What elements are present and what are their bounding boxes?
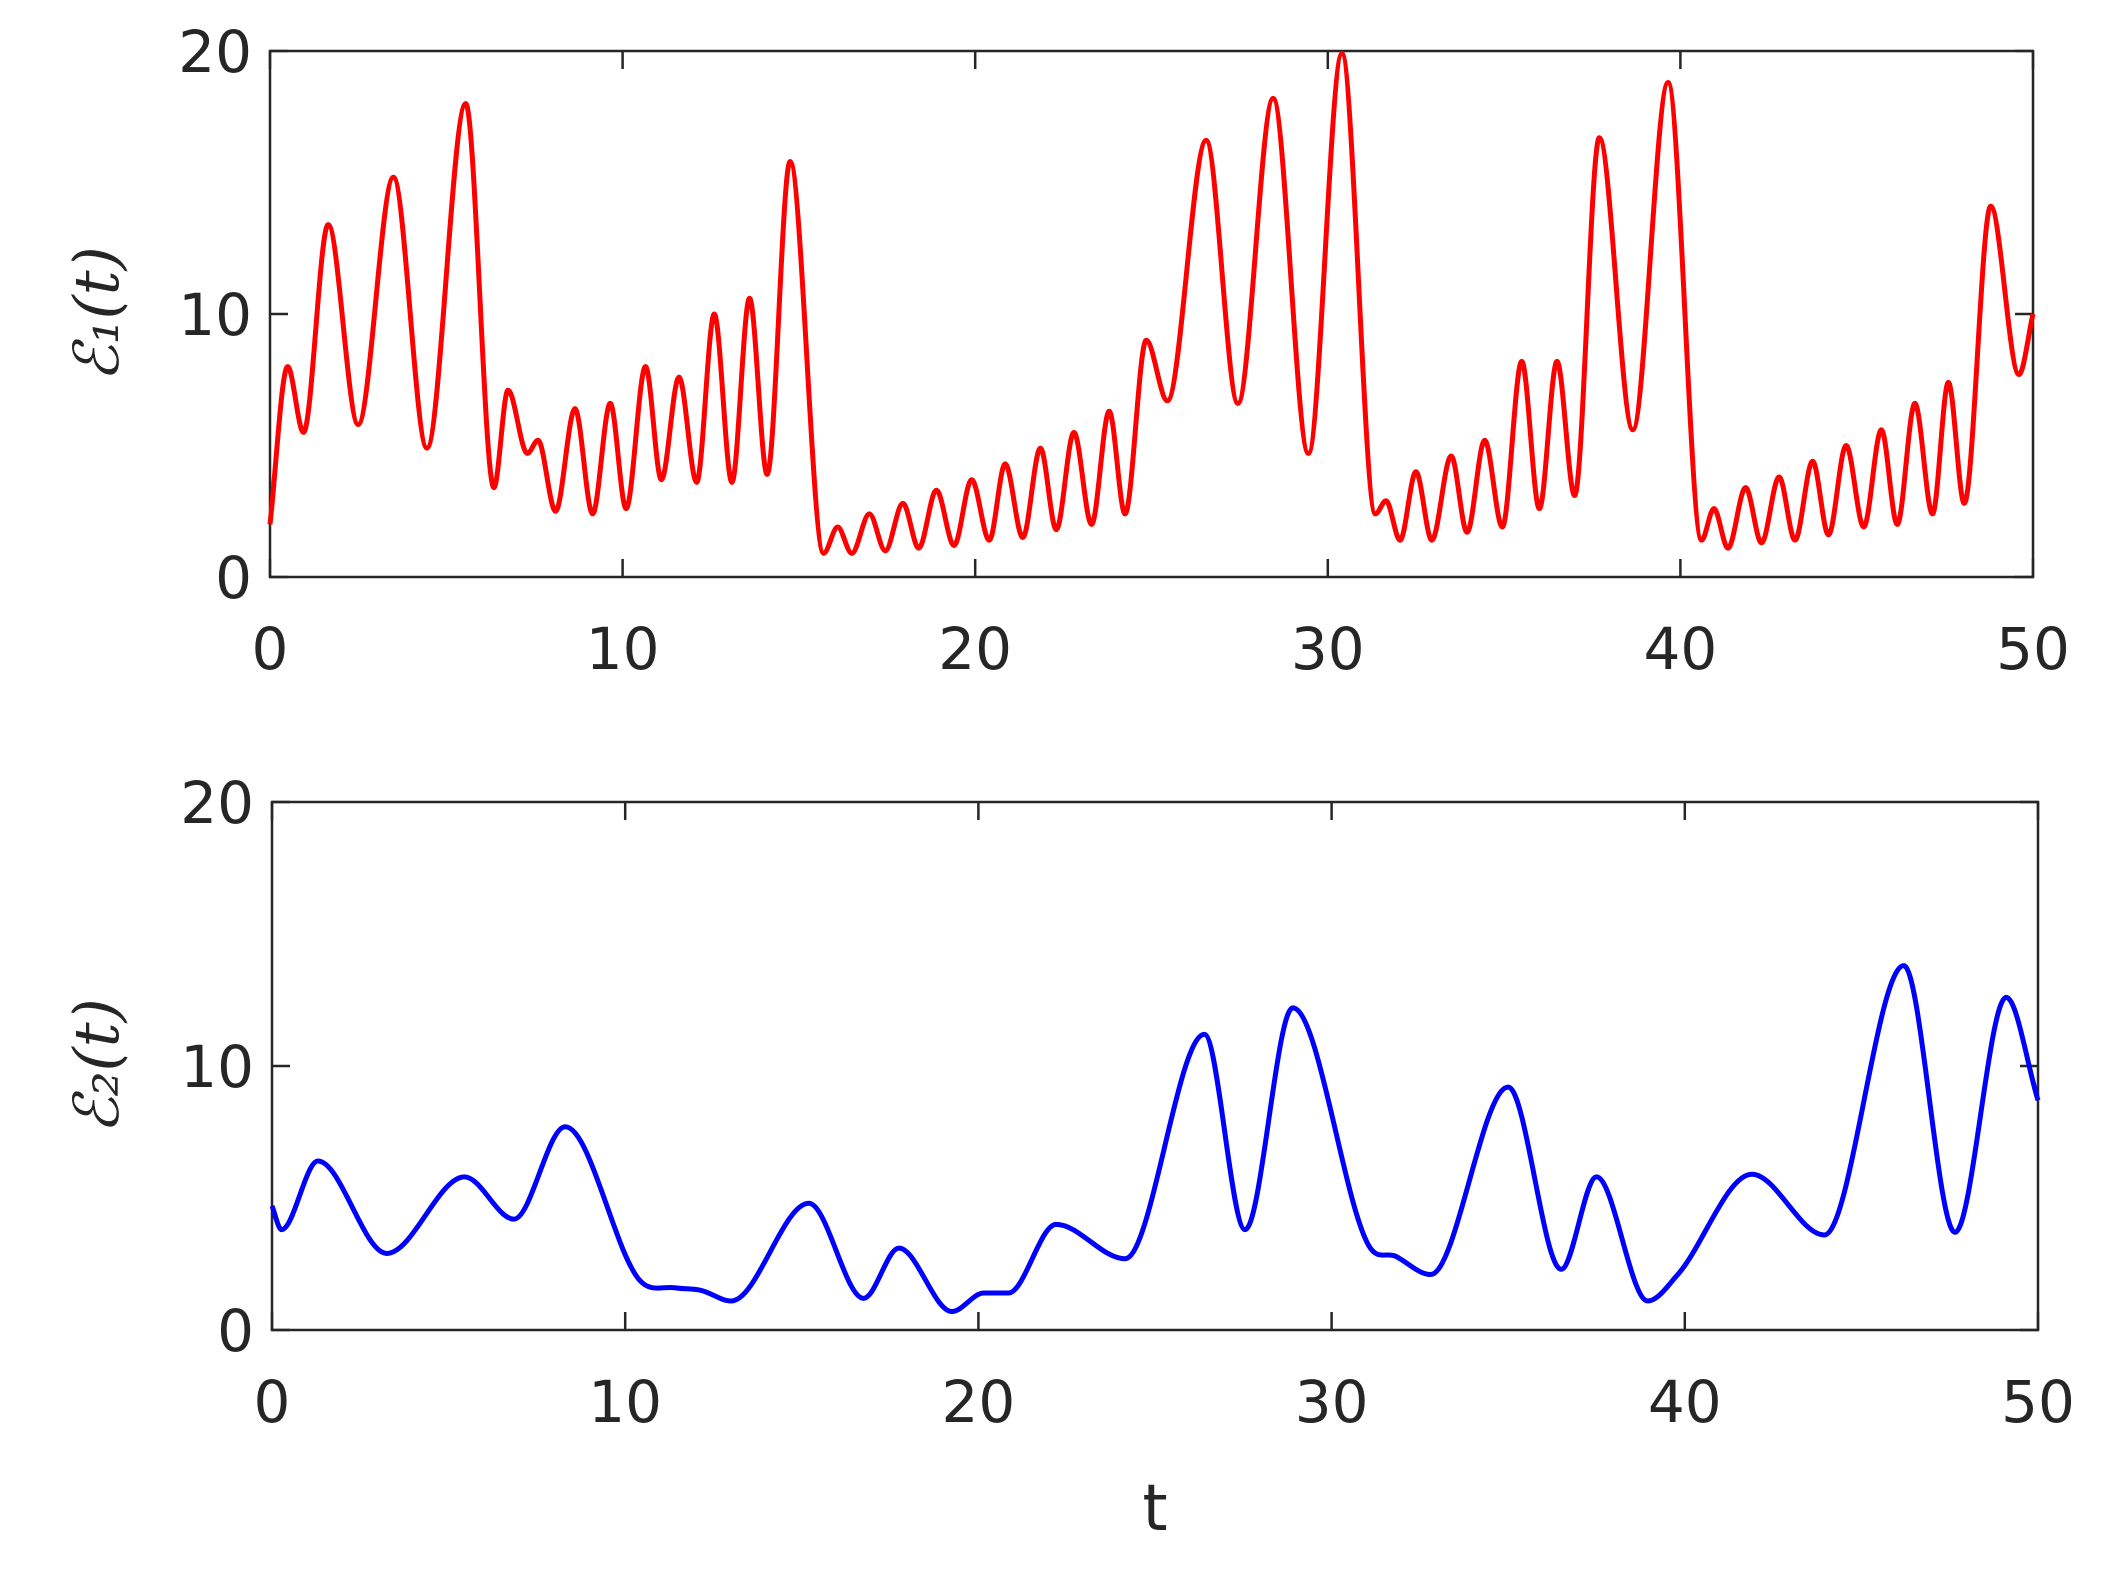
x-tick-label: 20 — [941, 1368, 1015, 1436]
y-tick-label: 0 — [217, 1297, 254, 1365]
x-tick-label: 30 — [1295, 1368, 1369, 1436]
y-axis-label: ℰ₁(t) — [60, 246, 133, 382]
x-tick-label: 50 — [2001, 1368, 2075, 1436]
y-axis-label: ℰ₂(t) — [60, 998, 133, 1134]
axes-background — [270, 51, 2033, 577]
x-tick-label: 0 — [252, 615, 289, 683]
x-tick-label: 50 — [1996, 615, 2070, 683]
y-tick-label: 20 — [180, 769, 254, 837]
y-tick-label: 10 — [178, 281, 252, 349]
x-tick-label: 40 — [1648, 1368, 1722, 1436]
subplot: 0 10 20 30 40 50 0 10 20 ℰ₁(t) — [60, 18, 2070, 683]
x-tick-label: 10 — [586, 615, 660, 683]
x-axis-label: t — [1142, 1472, 1167, 1546]
data-line — [269, 963, 2041, 1315]
x-tick-label: 10 — [588, 1368, 662, 1436]
axes-background — [272, 802, 2038, 1330]
y-tick-label: 0 — [215, 544, 252, 612]
axes-frame — [270, 800, 2040, 1332]
x-tick-label: 40 — [1643, 615, 1717, 683]
y-tick-label: 20 — [178, 18, 252, 86]
x-tick-label: 0 — [254, 1368, 291, 1436]
x-tick-label: 30 — [1291, 615, 1365, 683]
x-tick-label: 20 — [938, 615, 1012, 683]
data-line — [267, 51, 2036, 556]
y-tick-label: 10 — [180, 1033, 254, 1101]
subplot: 0 10 20 30 40 50 0 10 20 ℰ₂(t) t — [60, 769, 2075, 1546]
